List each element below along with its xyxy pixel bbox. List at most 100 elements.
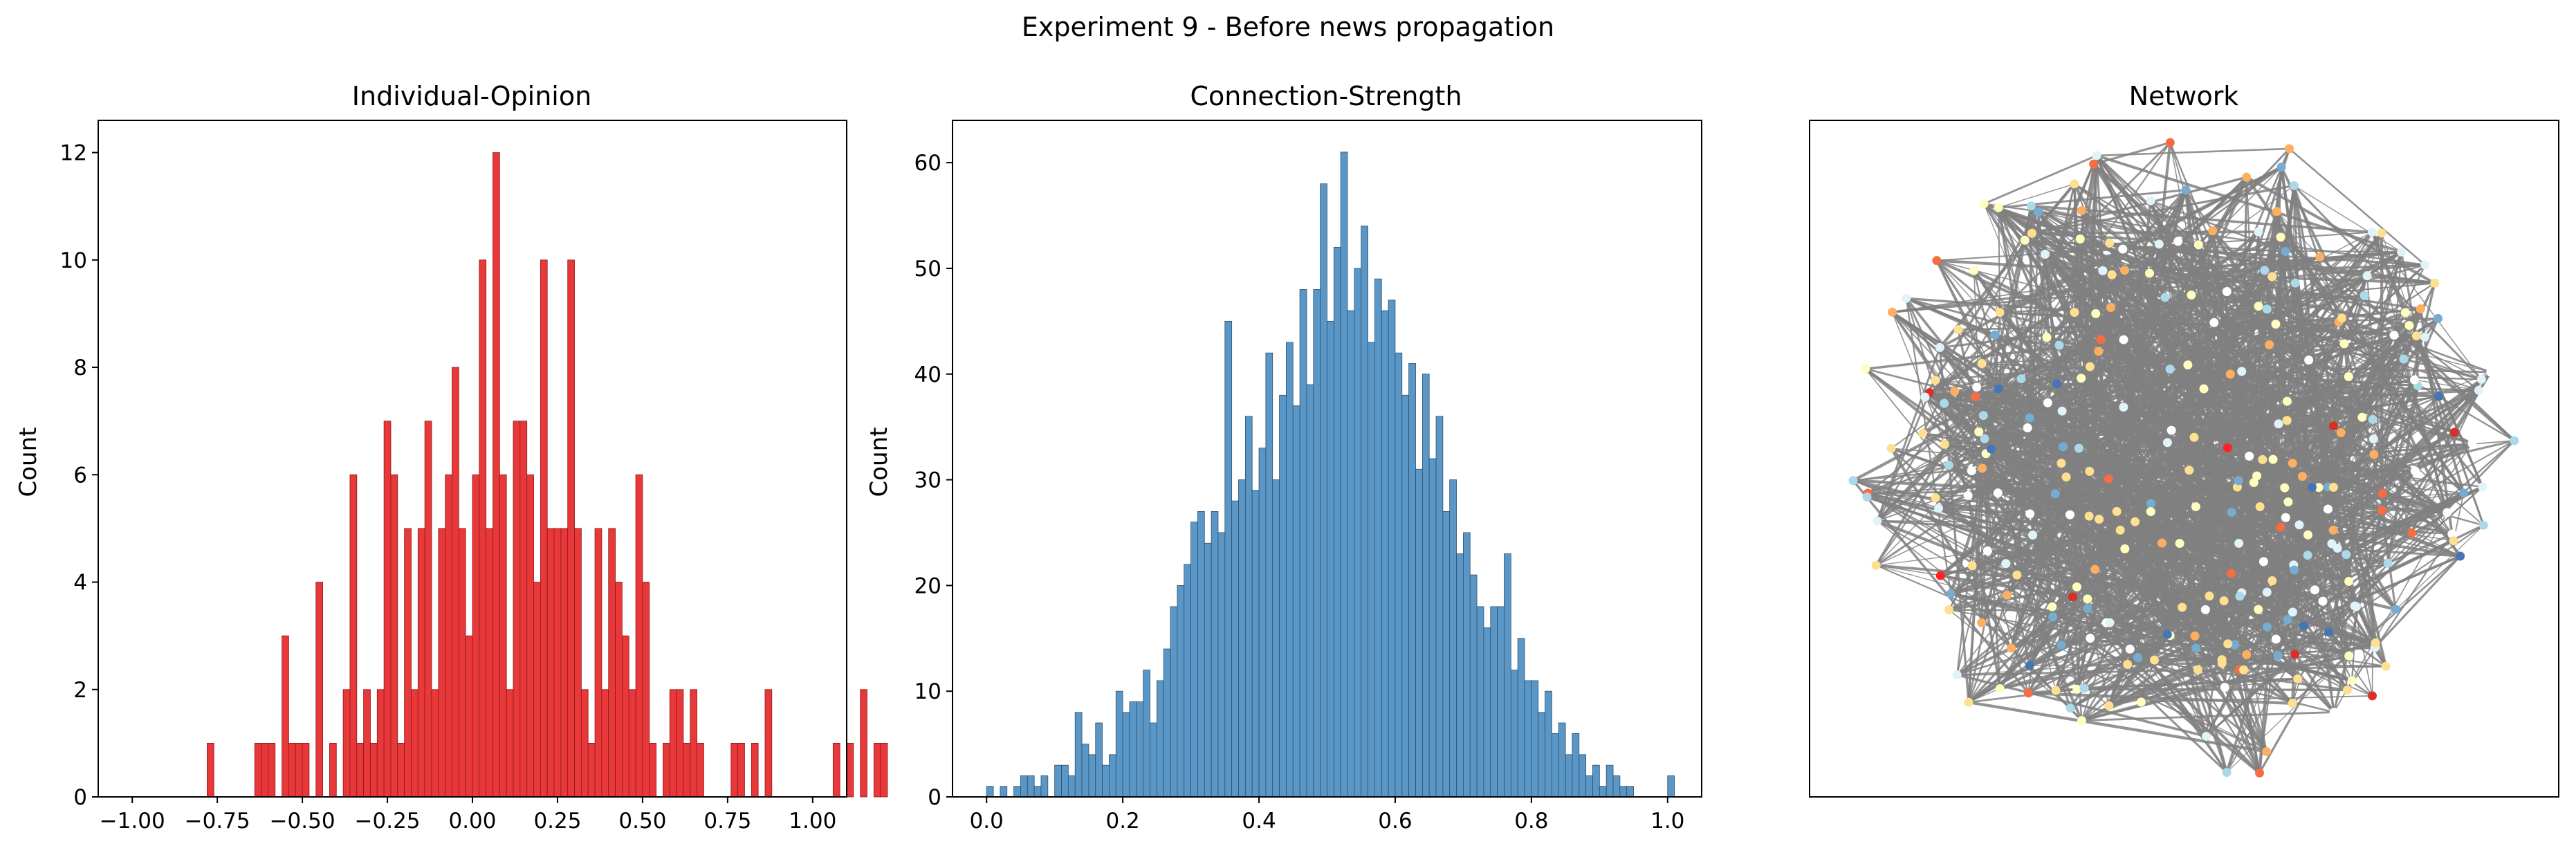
network-node xyxy=(1978,463,1987,473)
network-node xyxy=(2410,466,2420,476)
network-node xyxy=(2084,511,2094,521)
network-edge xyxy=(1876,189,2187,522)
network-node xyxy=(2433,313,2442,323)
network-node xyxy=(2337,313,2347,323)
network-node xyxy=(1986,444,1996,454)
network-node xyxy=(2368,414,2377,424)
strength-axes-frame xyxy=(952,120,1702,798)
network-edge xyxy=(2414,379,2479,391)
network-panel: Network xyxy=(1809,81,2559,798)
strength-bar xyxy=(1067,775,1076,798)
network-edge xyxy=(1867,305,2259,494)
network-edge xyxy=(1998,183,2074,208)
network-node xyxy=(1974,427,1984,436)
opinion-y-axis-label: Count xyxy=(15,428,42,497)
network-node xyxy=(1887,307,1897,317)
strength-bar xyxy=(1476,606,1484,798)
strength-bar xyxy=(1667,775,1675,798)
network-node xyxy=(1944,461,1953,470)
network-edge xyxy=(1967,468,1984,703)
network-edge xyxy=(1982,415,2057,691)
network-node xyxy=(2397,247,2407,257)
strength-bar xyxy=(1333,246,1341,798)
network-edge xyxy=(2288,147,2426,266)
network-node xyxy=(2193,240,2203,250)
strength-bar xyxy=(1074,712,1083,798)
network-edge xyxy=(2346,533,2453,691)
strength-bar xyxy=(1000,786,1008,798)
network-node xyxy=(2115,525,2125,535)
strength-bar xyxy=(1435,416,1444,798)
network-edge xyxy=(2154,659,2198,670)
network-node xyxy=(2318,596,2328,606)
network-node xyxy=(2034,207,2043,217)
network-node xyxy=(2200,605,2210,614)
network-edges xyxy=(1852,141,2516,775)
network-node xyxy=(2368,434,2378,444)
network-node xyxy=(2367,228,2377,237)
strength-bar xyxy=(1286,342,1294,798)
opinion-bar xyxy=(615,582,623,798)
opinion-bar xyxy=(560,528,569,798)
network-edge xyxy=(2169,142,2228,448)
opinion-bar xyxy=(880,742,888,798)
network-node xyxy=(2023,423,2032,433)
network-node xyxy=(2315,252,2325,261)
network-edge xyxy=(1981,362,2229,645)
network-node xyxy=(2002,590,2012,600)
strength-bar xyxy=(1102,764,1110,798)
network-edge xyxy=(2102,269,2345,345)
network-node xyxy=(2089,159,2099,169)
network-edge xyxy=(1968,701,2267,753)
network-edge xyxy=(1978,230,2214,433)
strength-bar xyxy=(1497,606,1505,798)
network-node xyxy=(2234,538,2244,548)
opinion-bar xyxy=(669,689,677,798)
network-edge xyxy=(1948,463,2180,545)
network-node xyxy=(2383,558,2393,568)
network-node xyxy=(2098,266,2108,275)
network-edge xyxy=(1877,520,2128,665)
network-node xyxy=(2074,443,2083,453)
network-node xyxy=(1990,330,2000,340)
network-node xyxy=(2201,731,2211,741)
network-node xyxy=(1971,392,1980,401)
strength-bar xyxy=(1463,532,1471,798)
network-node xyxy=(2304,355,2314,365)
network-node xyxy=(2083,604,2092,614)
network-edge xyxy=(1958,329,2064,448)
strength-histogram-panel: Connection-Strength Count 0.0 0.2 0.4 0.6 0.… xyxy=(865,81,1702,834)
network-node xyxy=(2052,379,2062,389)
network-node xyxy=(1862,492,1872,502)
network-edge xyxy=(2191,236,2281,296)
network-node xyxy=(1972,383,1982,392)
network-node xyxy=(2430,278,2440,288)
strength-bar xyxy=(1272,479,1280,798)
strength-bar xyxy=(1408,363,1416,798)
network-node xyxy=(1964,697,1974,707)
network-node xyxy=(2290,650,2300,659)
network-node xyxy=(2154,239,2164,249)
network-node xyxy=(1940,398,1949,408)
opinion-bar xyxy=(493,152,500,798)
network-node xyxy=(2283,497,2293,507)
network-node xyxy=(2077,374,2086,383)
network-node xyxy=(2054,340,2064,350)
network-node xyxy=(2184,466,2194,475)
network-node xyxy=(2262,304,2272,314)
network-edge xyxy=(2141,695,2373,703)
network-node xyxy=(2369,450,2379,459)
opinion-y-tick-label: 4 xyxy=(73,571,87,596)
network-edge xyxy=(2189,343,2345,471)
network-node xyxy=(2104,474,2113,484)
network-node xyxy=(2051,686,2061,695)
network-node xyxy=(2070,308,2079,318)
network-node xyxy=(2303,530,2313,540)
network-edge xyxy=(1971,565,1983,623)
strength-bar xyxy=(1442,511,1451,798)
network-node xyxy=(2310,585,2319,595)
network-node xyxy=(2181,185,2191,195)
network-node xyxy=(2104,701,2114,710)
strength-bar xyxy=(1265,352,1273,798)
strength-bar xyxy=(1204,542,1212,798)
